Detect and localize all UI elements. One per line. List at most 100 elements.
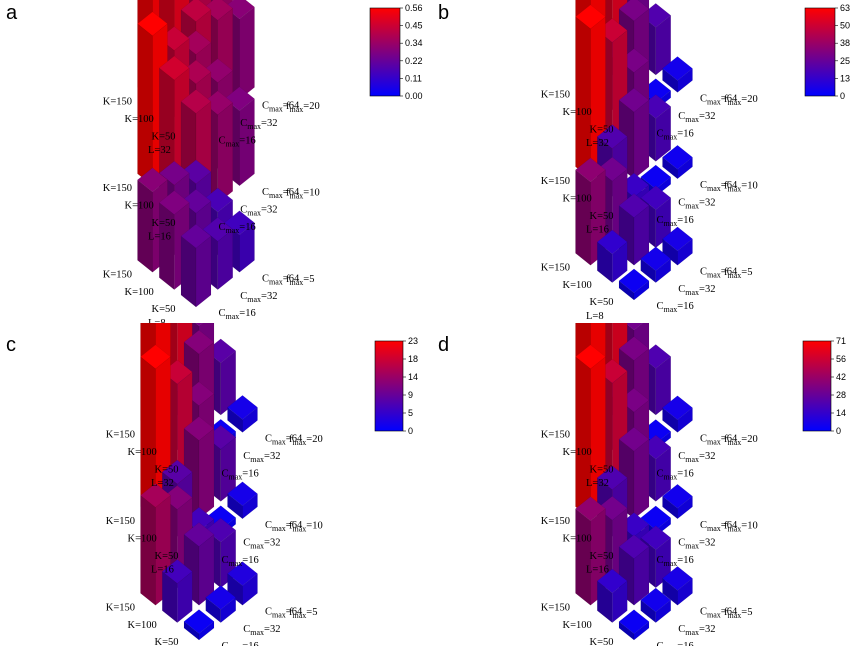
colorbar [374,340,404,432]
c-label: Cmax=16 [657,128,694,141]
k-label: K=150 [103,97,132,108]
c-label: Cmax=16 [222,468,259,481]
k-label: K=100 [124,114,153,125]
c-label: Cmax=64 [700,520,738,533]
c-label: Cmax=64 [262,273,300,286]
colorbar-tick-label: 14 [836,408,846,418]
l-label: L=32 [586,138,609,149]
colorbar-tick-label: 13 [840,73,850,83]
colorbar-tick-label: 63 [840,3,850,13]
colorbar-tick-label: 0.34 [405,38,423,48]
k-label: K=100 [562,193,591,204]
bar-2-0-2 [227,395,258,433]
k-label: K=50 [151,304,175,315]
colorbar-tick-label: 56 [836,354,846,364]
c-label: Cmax=16 [657,301,694,314]
k-label: K=50 [154,464,178,475]
panel-c: c K=150K=100K=50L=8Cmax=16Cmax=32Cmax=64… [0,323,425,646]
c-label: Cmax=32 [243,624,280,637]
colorbar [369,7,401,97]
k-label: K=50 [589,464,613,475]
colorbar-tick-label: 0.45 [405,21,423,31]
bar-2-0-2 [662,395,693,433]
bar-0-0-0 [618,268,650,301]
colorbar-tick-label: 5 [408,408,413,418]
k-label: K=100 [127,620,156,631]
c-label: Cmax=16 [657,641,694,646]
l-label: L=16 [151,564,174,575]
bar-0-0-1 [640,587,672,624]
c-label: Cmax=32 [240,118,277,131]
bar-1-0-2 [227,481,258,520]
f-label: fmax=10 [289,520,323,533]
f-label: fmax=10 [724,520,758,533]
k-label: K=100 [124,287,153,298]
k-label: K=150 [541,516,570,527]
k-label: K=50 [154,551,178,562]
bar3d-chart-a: K=150K=100K=50L=8Cmax=16Cmax=32Cmax=64fm… [103,0,423,323]
f-label: fmax=5 [724,607,752,620]
k-label: K=150 [541,90,570,101]
bar-2-0-2 [662,56,693,93]
k-label: K=150 [541,176,570,187]
c-label: Cmax=32 [678,537,715,550]
k-label: K=150 [106,602,135,613]
k-label: K=100 [127,447,156,458]
k-label: K=100 [124,200,153,211]
panel-letter: a [6,2,18,24]
c-label: Cmax=16 [222,641,259,646]
bar-0-1-1 [618,193,650,266]
k-label: K=50 [151,218,175,229]
k-label: K=100 [562,620,591,631]
k-label: K=150 [541,262,570,273]
c-label: Cmax=64 [265,434,303,447]
k-label: K=150 [541,430,570,441]
colorbar-tick-label: 25 [840,56,850,66]
colorbar-tick-label: 50 [840,21,850,31]
colorbar-tick-label: 28 [836,390,846,400]
k-label: K=100 [562,533,591,544]
k-label: K=150 [103,269,132,280]
l-label: L=32 [151,478,174,489]
bar3d-chart-c: K=150K=100K=50L=8Cmax=16Cmax=32Cmax=64fm… [106,323,418,646]
l-label: L=8 [586,311,604,322]
bar-0-1-0 [596,229,628,284]
k-label: K=150 [106,516,135,527]
colorbar-tick-label: 71 [836,336,846,346]
c-label: Cmax=64 [265,606,303,619]
bar-0-1-1 [183,522,215,606]
panel-a: a K=150 K=100 K=50 L=8 Cmax=16 Cmax=32 Cmax=64… [0,0,425,323]
colorbar-tick-label: 0.56 [405,3,423,13]
bar-0-1-0 [161,559,193,624]
c-label: Cmax=16 [219,135,256,148]
bar-0-0-2 [662,566,693,606]
c-label: Cmax=16 [657,555,694,568]
k-label: K=150 [106,430,135,441]
l-label: L=16 [148,231,171,242]
l-label: L=16 [586,564,609,575]
c-label: Cmax=32 [243,451,280,464]
f-label: fmax=10 [286,187,320,200]
colorbar-tick-label: 0.22 [405,56,423,66]
colorbar-tick-label: 42 [836,372,846,382]
bar-0-0-2 [227,561,258,606]
bar-0-0-0 [180,223,212,308]
panel-letter: c [6,334,16,356]
panel-d: d K=150K=100K=50L=8Cmax=16Cmax=32Cmax=64… [425,323,850,646]
c-label: Cmax=16 [657,468,694,481]
bar3d-chart-d: K=150K=100K=50L=8Cmax=16Cmax=32Cmax=64fm… [541,323,846,646]
c-label: Cmax=64 [265,520,303,533]
l-label: L=16 [586,224,609,235]
c-label: Cmax=32 [240,291,277,304]
bar-0-0-1 [640,246,672,284]
bar3d-chart-b: K=150K=100K=50L=8Cmax=16Cmax=32Cmax=64fm… [541,0,850,322]
k-label: K=150 [541,602,570,613]
k-label: K=50 [589,551,613,562]
colorbar-tick-label: 9 [408,390,413,400]
bar-1-2-0 [575,4,606,180]
bar-0-0-0 [183,609,215,641]
colorbar-tick-label: 0.00 [405,91,423,101]
f-label: fmax=5 [286,274,314,287]
k-label: K=100 [127,533,156,544]
bar-0-0-2 [662,226,693,266]
